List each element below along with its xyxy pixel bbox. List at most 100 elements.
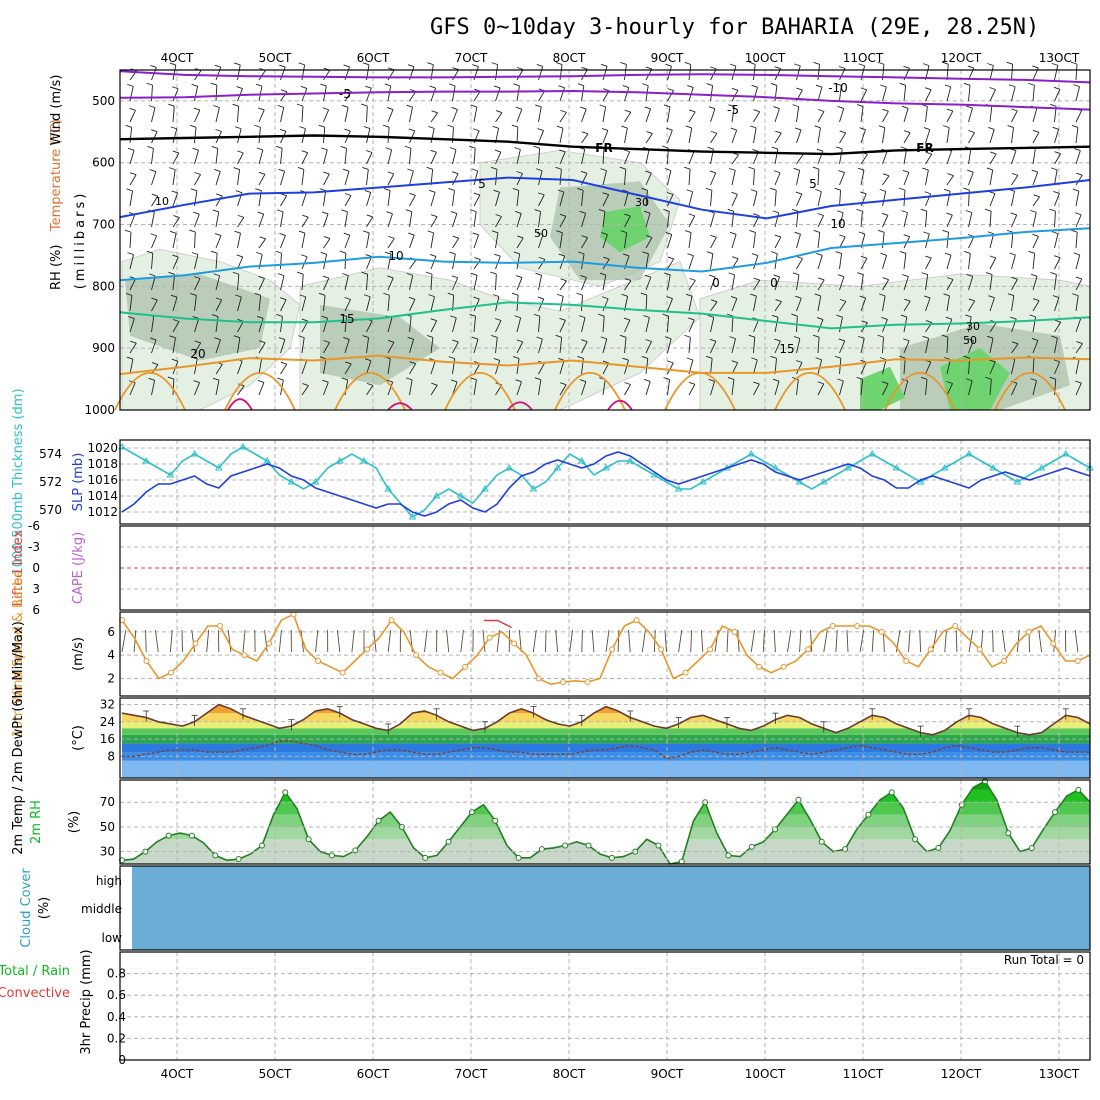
upper-wind-barb — [1054, 153, 1062, 165]
upper-wind-barb-flag — [173, 215, 180, 219]
upper-wind-barb-flag — [276, 314, 283, 317]
upper-wind-barb — [516, 317, 522, 333]
upper-wind-barb-flag — [641, 187, 648, 191]
rh-point — [888, 789, 895, 796]
upper-wind-barb — [495, 169, 498, 186]
upper-wind-barb-flag — [366, 382, 374, 386]
upper-wind-barb-flag — [664, 168, 672, 171]
thickness-point — [674, 485, 683, 492]
upper-wind-barb-flag — [856, 104, 864, 107]
isotherm-20-loop — [994, 372, 1066, 411]
upper-wind-barb — [581, 317, 586, 333]
rh-point — [188, 832, 195, 839]
upper-wind-barb-flag — [839, 298, 847, 302]
upper-wind-barb — [129, 382, 136, 396]
upper-wind-barb — [452, 358, 456, 375]
upper-wind-barb — [215, 380, 220, 396]
upper-wind-barb — [172, 128, 178, 144]
upper-wind-barb — [559, 169, 562, 186]
upper-wind-barb-flag — [302, 214, 309, 218]
upper-wind-barb — [839, 317, 843, 333]
temperature-band — [122, 696, 1090, 705]
upper-wind-barb-flag — [170, 294, 178, 298]
upper-wind-barb — [946, 175, 954, 186]
time-tick-top: 11OCT — [843, 51, 884, 65]
upper-wind-barb-flag — [685, 125, 692, 129]
upper-wind-barb-flag — [151, 297, 158, 301]
upper-wind-barb-flag — [278, 168, 285, 172]
upper-wind-barb-flag — [599, 104, 606, 108]
upper-wind-barb-flag — [815, 357, 822, 361]
wind-speed-line — [121, 613, 1091, 686]
upper-wind-barb — [151, 131, 158, 144]
surface-wind-barb — [1001, 629, 1006, 653]
upper-wind-barb-flag — [836, 314, 843, 318]
upper-wind-barb-flag — [193, 276, 201, 279]
upper-wind-barb — [129, 342, 137, 354]
upper-wind-barb-flag — [190, 292, 197, 296]
upper-wind-barb-flag — [430, 318, 437, 322]
upper-wind-barb-flag — [169, 167, 176, 171]
upper-wind-barb — [172, 337, 176, 354]
isotherm--5 — [119, 89, 1091, 111]
upper-wind-barb — [280, 148, 283, 165]
upper-wind-barb-flag — [339, 250, 346, 254]
upper-wind-barb-flag — [642, 83, 649, 87]
upper-wind-barb — [1011, 64, 1014, 81]
upper-wind-barb-flag — [726, 313, 734, 317]
upper-wind-barb — [194, 232, 196, 249]
upper-wind-barb-flag — [407, 64, 415, 68]
upper-wind-barb — [215, 316, 219, 333]
upper-wind-barb-flag — [580, 106, 587, 110]
upper-wind-barb — [1075, 214, 1082, 228]
upper-wind-barb-flag — [516, 339, 523, 343]
upper-wind-barb-flag — [514, 147, 521, 150]
upper-wind-barb — [258, 342, 266, 354]
upper-wind-barb — [516, 173, 523, 186]
upper-wind-barb — [387, 109, 394, 123]
upper-wind-barb — [495, 151, 502, 165]
upper-wind-barb — [645, 172, 652, 186]
upper-wind-barb-flag — [495, 110, 503, 114]
upper-wind-barb — [710, 172, 717, 186]
wind-speed-point — [952, 623, 959, 629]
isotherm-20-loop — [664, 372, 736, 411]
upper-wind-barb — [602, 194, 610, 207]
upper-wind-barb — [839, 108, 845, 123]
thickness-point — [771, 464, 780, 471]
upper-wind-barb-flag — [771, 146, 779, 150]
surface-wind-barb — [206, 629, 210, 653]
upper-wind-barb-flag — [409, 361, 416, 365]
upper-wind-barb-flag — [624, 382, 631, 385]
upper-wind-barb-flag — [619, 334, 627, 338]
upper-wind-barb-flag — [645, 235, 653, 238]
upper-wind-barb-flag — [234, 62, 241, 66]
upper-wind-barb-flag — [770, 187, 777, 191]
rh-contour-label: 50 — [534, 227, 548, 240]
upper-wind-barb — [903, 300, 911, 312]
thickness-point — [311, 478, 320, 485]
upper-wind-barb-flag — [748, 166, 755, 170]
time-tick-top: 7OCT — [455, 51, 488, 65]
rh-point — [445, 838, 452, 845]
upper-wind-barb — [1032, 253, 1036, 270]
upper-wind-barb — [366, 169, 369, 186]
upper-wind-barb-flag — [706, 251, 713, 255]
surface-wind-barb — [227, 629, 232, 653]
upper-wind-barb-flag — [749, 125, 757, 129]
upper-wind-barb-flag — [665, 232, 672, 235]
isotherm-label: -10 — [828, 81, 848, 95]
upper-wind-barb — [903, 276, 909, 291]
thickness-point — [602, 464, 610, 471]
upper-wind-barb — [495, 232, 499, 249]
upper-wind-barb-flag — [1032, 233, 1039, 237]
upper-wind-barb-flag — [920, 208, 927, 212]
isotherm-20-loop — [884, 372, 956, 411]
upper-wind-barb — [1011, 191, 1015, 207]
rh-shade-moist — [600, 206, 650, 253]
upper-wind-barb — [581, 213, 587, 228]
lifted-index-tick: 3 — [32, 582, 40, 596]
upper-wind-barb-flag — [233, 167, 240, 170]
upper-wind-barb — [344, 171, 350, 186]
upper-wind-barb-flag — [407, 168, 414, 172]
